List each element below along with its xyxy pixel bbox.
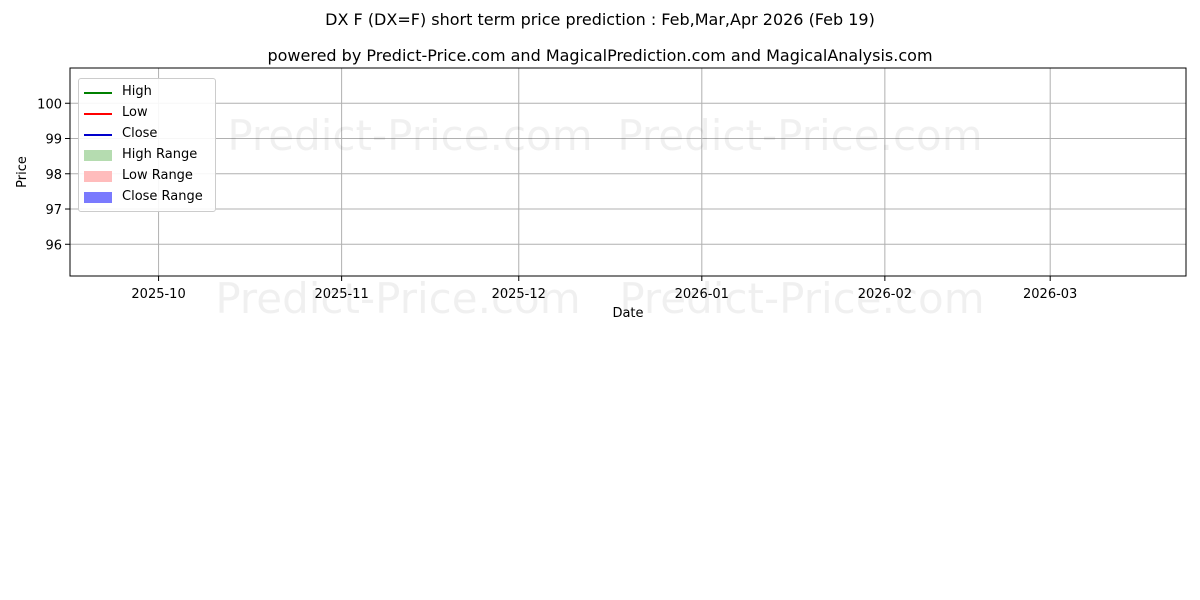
y-tick-label: 97 <box>45 203 62 218</box>
x-tick-label: 2026-01 <box>675 287 729 302</box>
chart-subtitle: powered by Predict-Price.com and Magical… <box>267 46 933 65</box>
y-axis-label: Price <box>15 156 30 188</box>
legend-entry-close: Close <box>79 124 215 145</box>
y-tick-label: 100 <box>37 97 62 112</box>
legend-label: Low Range <box>122 168 193 183</box>
watermark-text: Predict-Price.com <box>215 274 580 323</box>
y-tick-label: 96 <box>45 238 62 253</box>
plot-frame <box>69 67 1187 277</box>
x-axis-label: Date <box>612 306 643 321</box>
legend-swatch <box>84 92 112 94</box>
legend-swatch <box>84 134 112 136</box>
legend-swatch <box>84 113 112 115</box>
legend-swatch <box>84 192 112 203</box>
x-tick-label: 2025-11 <box>314 287 368 302</box>
x-tick-label: 2026-03 <box>1023 287 1077 302</box>
legend-label: High <box>122 84 152 99</box>
chart-legend: High Low Close High Range Low Range Clos… <box>78 78 216 212</box>
y-tick-label: 99 <box>45 133 62 148</box>
chart-title: DX F (DX=F) short term price prediction … <box>325 10 875 29</box>
x-tick-label: 2025-10 <box>131 287 185 302</box>
watermark-text: Predict-Price.com <box>617 111 982 160</box>
x-tick-label: 2025-12 <box>492 287 546 302</box>
legend-entry-high-range: High Range <box>79 145 215 166</box>
watermark-text: Predict-Price.com <box>227 111 592 160</box>
legend-entry-high: High <box>79 82 215 103</box>
grid-lines <box>70 68 1186 276</box>
legend-label: Low <box>122 105 148 120</box>
x-tick-label: 2026-02 <box>858 287 912 302</box>
legend-label: High Range <box>122 147 198 162</box>
watermark-text: Predict-Price.com <box>619 274 984 323</box>
y-tick-label: 98 <box>45 168 62 183</box>
legend-label: Close <box>122 126 158 141</box>
legend-swatch <box>84 171 112 182</box>
legend-entry-low-range: Low Range <box>79 166 215 187</box>
y-axis: 96 97 98 99 100 <box>37 97 70 253</box>
legend-entry-close-range: Close Range <box>79 187 215 208</box>
x-axis: 2025-10 2025-11 2025-12 2026-01 2026-02 2026-… <box>131 276 1077 302</box>
legend-label: Close Range <box>122 189 203 204</box>
legend-entry-low: Low <box>79 103 215 124</box>
legend-swatch <box>84 150 112 161</box>
watermarks: Predict-Price.com Predict-Price.com Pred… <box>215 111 984 323</box>
